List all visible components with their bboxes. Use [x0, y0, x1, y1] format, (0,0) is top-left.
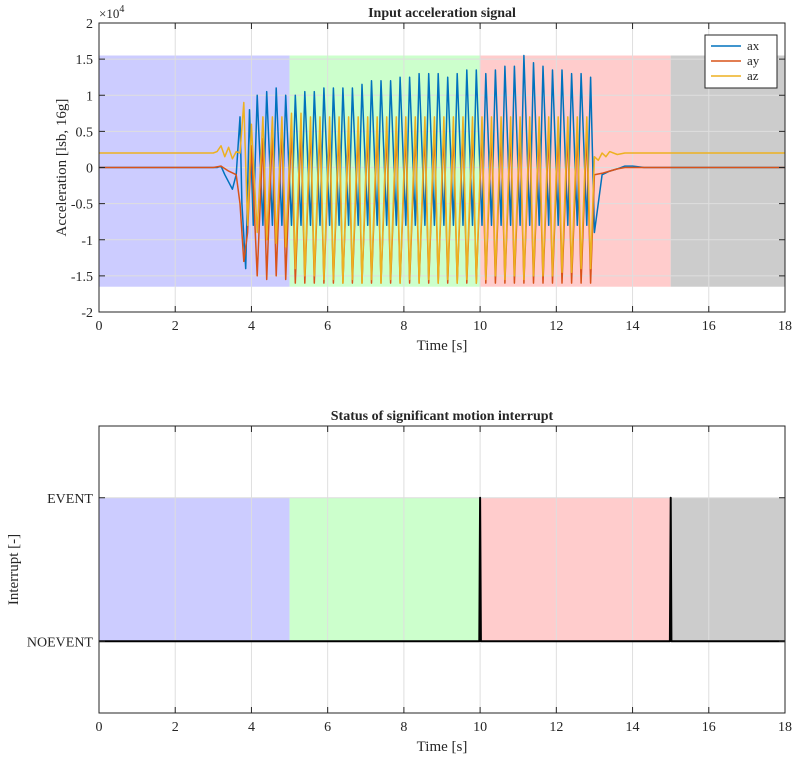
y-tick-label: -1 — [81, 234, 93, 249]
x-tick-label: 6 — [324, 319, 331, 334]
x-tick-label: 0 — [96, 319, 103, 334]
region-band-0 — [99, 497, 290, 642]
y-tick-label: EVENT — [47, 492, 93, 507]
y-tick-label: 1 — [86, 89, 93, 104]
x-tick-label: 16 — [702, 319, 716, 334]
acceleration-series — [99, 54, 785, 284]
x-tick-label: 8 — [400, 720, 407, 735]
x-tick-label: 18 — [778, 720, 792, 735]
region-band-3 — [670, 497, 785, 642]
x-tick-label: 2 — [172, 319, 179, 334]
x-tick-label: 12 — [549, 720, 563, 735]
acceleration-x-label: Time [s] — [417, 338, 468, 354]
x-tick-label: 4 — [248, 319, 255, 334]
x-tick-label: 14 — [626, 720, 640, 735]
x-tick-label: 4 — [248, 720, 255, 735]
series-line-ax — [99, 54, 785, 270]
x-tick-label: 10 — [473, 720, 487, 735]
y-tick-label: 1.5 — [76, 53, 94, 68]
x-tick-label: 12 — [549, 319, 563, 334]
region-band-1 — [289, 497, 481, 642]
interrupt-regions — [99, 497, 785, 642]
x-tick-label: 14 — [626, 319, 640, 334]
x-tick-label: 16 — [702, 720, 716, 735]
y-exponent-base: ×10 — [99, 6, 119, 21]
interrupt-y-label: Interrupt [-] — [6, 534, 22, 605]
interrupt-x-label: Time [s] — [417, 739, 468, 755]
series-line-az — [99, 101, 785, 284]
series-line-0 — [99, 496, 785, 643]
x-tick-label: 18 — [778, 319, 792, 334]
x-tick-label: 0 — [96, 720, 103, 735]
y-exponent-power: 4 — [119, 4, 124, 15]
region-band-3 — [670, 55, 785, 287]
acceleration-regions — [99, 55, 785, 287]
x-tick-label: 6 — [324, 720, 331, 735]
y-tick-label: 0 — [86, 162, 93, 177]
region-band-2 — [480, 497, 671, 642]
acceleration-title: Input acceleration signal — [368, 6, 516, 21]
acceleration-chart: 0 2 4 6 8 10 12 14 16 18 -2 -1.5 -1 -0.5 0 0.5 1 1.5 2 Inp… — [54, 4, 792, 354]
y-tick-label: 0.5 — [76, 125, 94, 140]
acceleration-y-exponent: ×104 — [99, 4, 124, 21]
interrupt-axes-box — [98, 425, 786, 714]
y-tick-label: -0.5 — [71, 198, 93, 213]
y-tick-label: 2 — [86, 17, 93, 32]
y-tick-label: -1.5 — [71, 270, 93, 285]
acceleration-y-label: Acceleration [lsb, 16g] — [54, 99, 70, 237]
interrupt-ticks: 0 2 4 6 8 10 12 14 16 18 NOEVENT EVENT — [27, 426, 792, 735]
x-tick-label: 2 — [172, 720, 179, 735]
legend-label-az: az — [747, 68, 759, 83]
y-tick-label: -2 — [81, 306, 93, 321]
interrupt-title: Status of significant motion interrupt — [331, 409, 554, 424]
x-tick-label: 10 — [473, 319, 487, 334]
legend-label-ay: ay — [747, 53, 760, 68]
interrupt-chart: 0 2 4 6 8 10 12 14 16 18 NOEVENT EVENT Status of si… — [6, 409, 792, 755]
interrupt-series — [99, 496, 785, 643]
acceleration-ticks: 0 2 4 6 8 10 12 14 16 18 -2 -1.5 -1 -0.5 0 0.5 1 1.5 2 — [71, 17, 792, 334]
y-tick-label: NOEVENT — [27, 635, 94, 650]
legend-label-ax: ax — [747, 38, 760, 53]
x-tick-label: 8 — [400, 319, 407, 334]
